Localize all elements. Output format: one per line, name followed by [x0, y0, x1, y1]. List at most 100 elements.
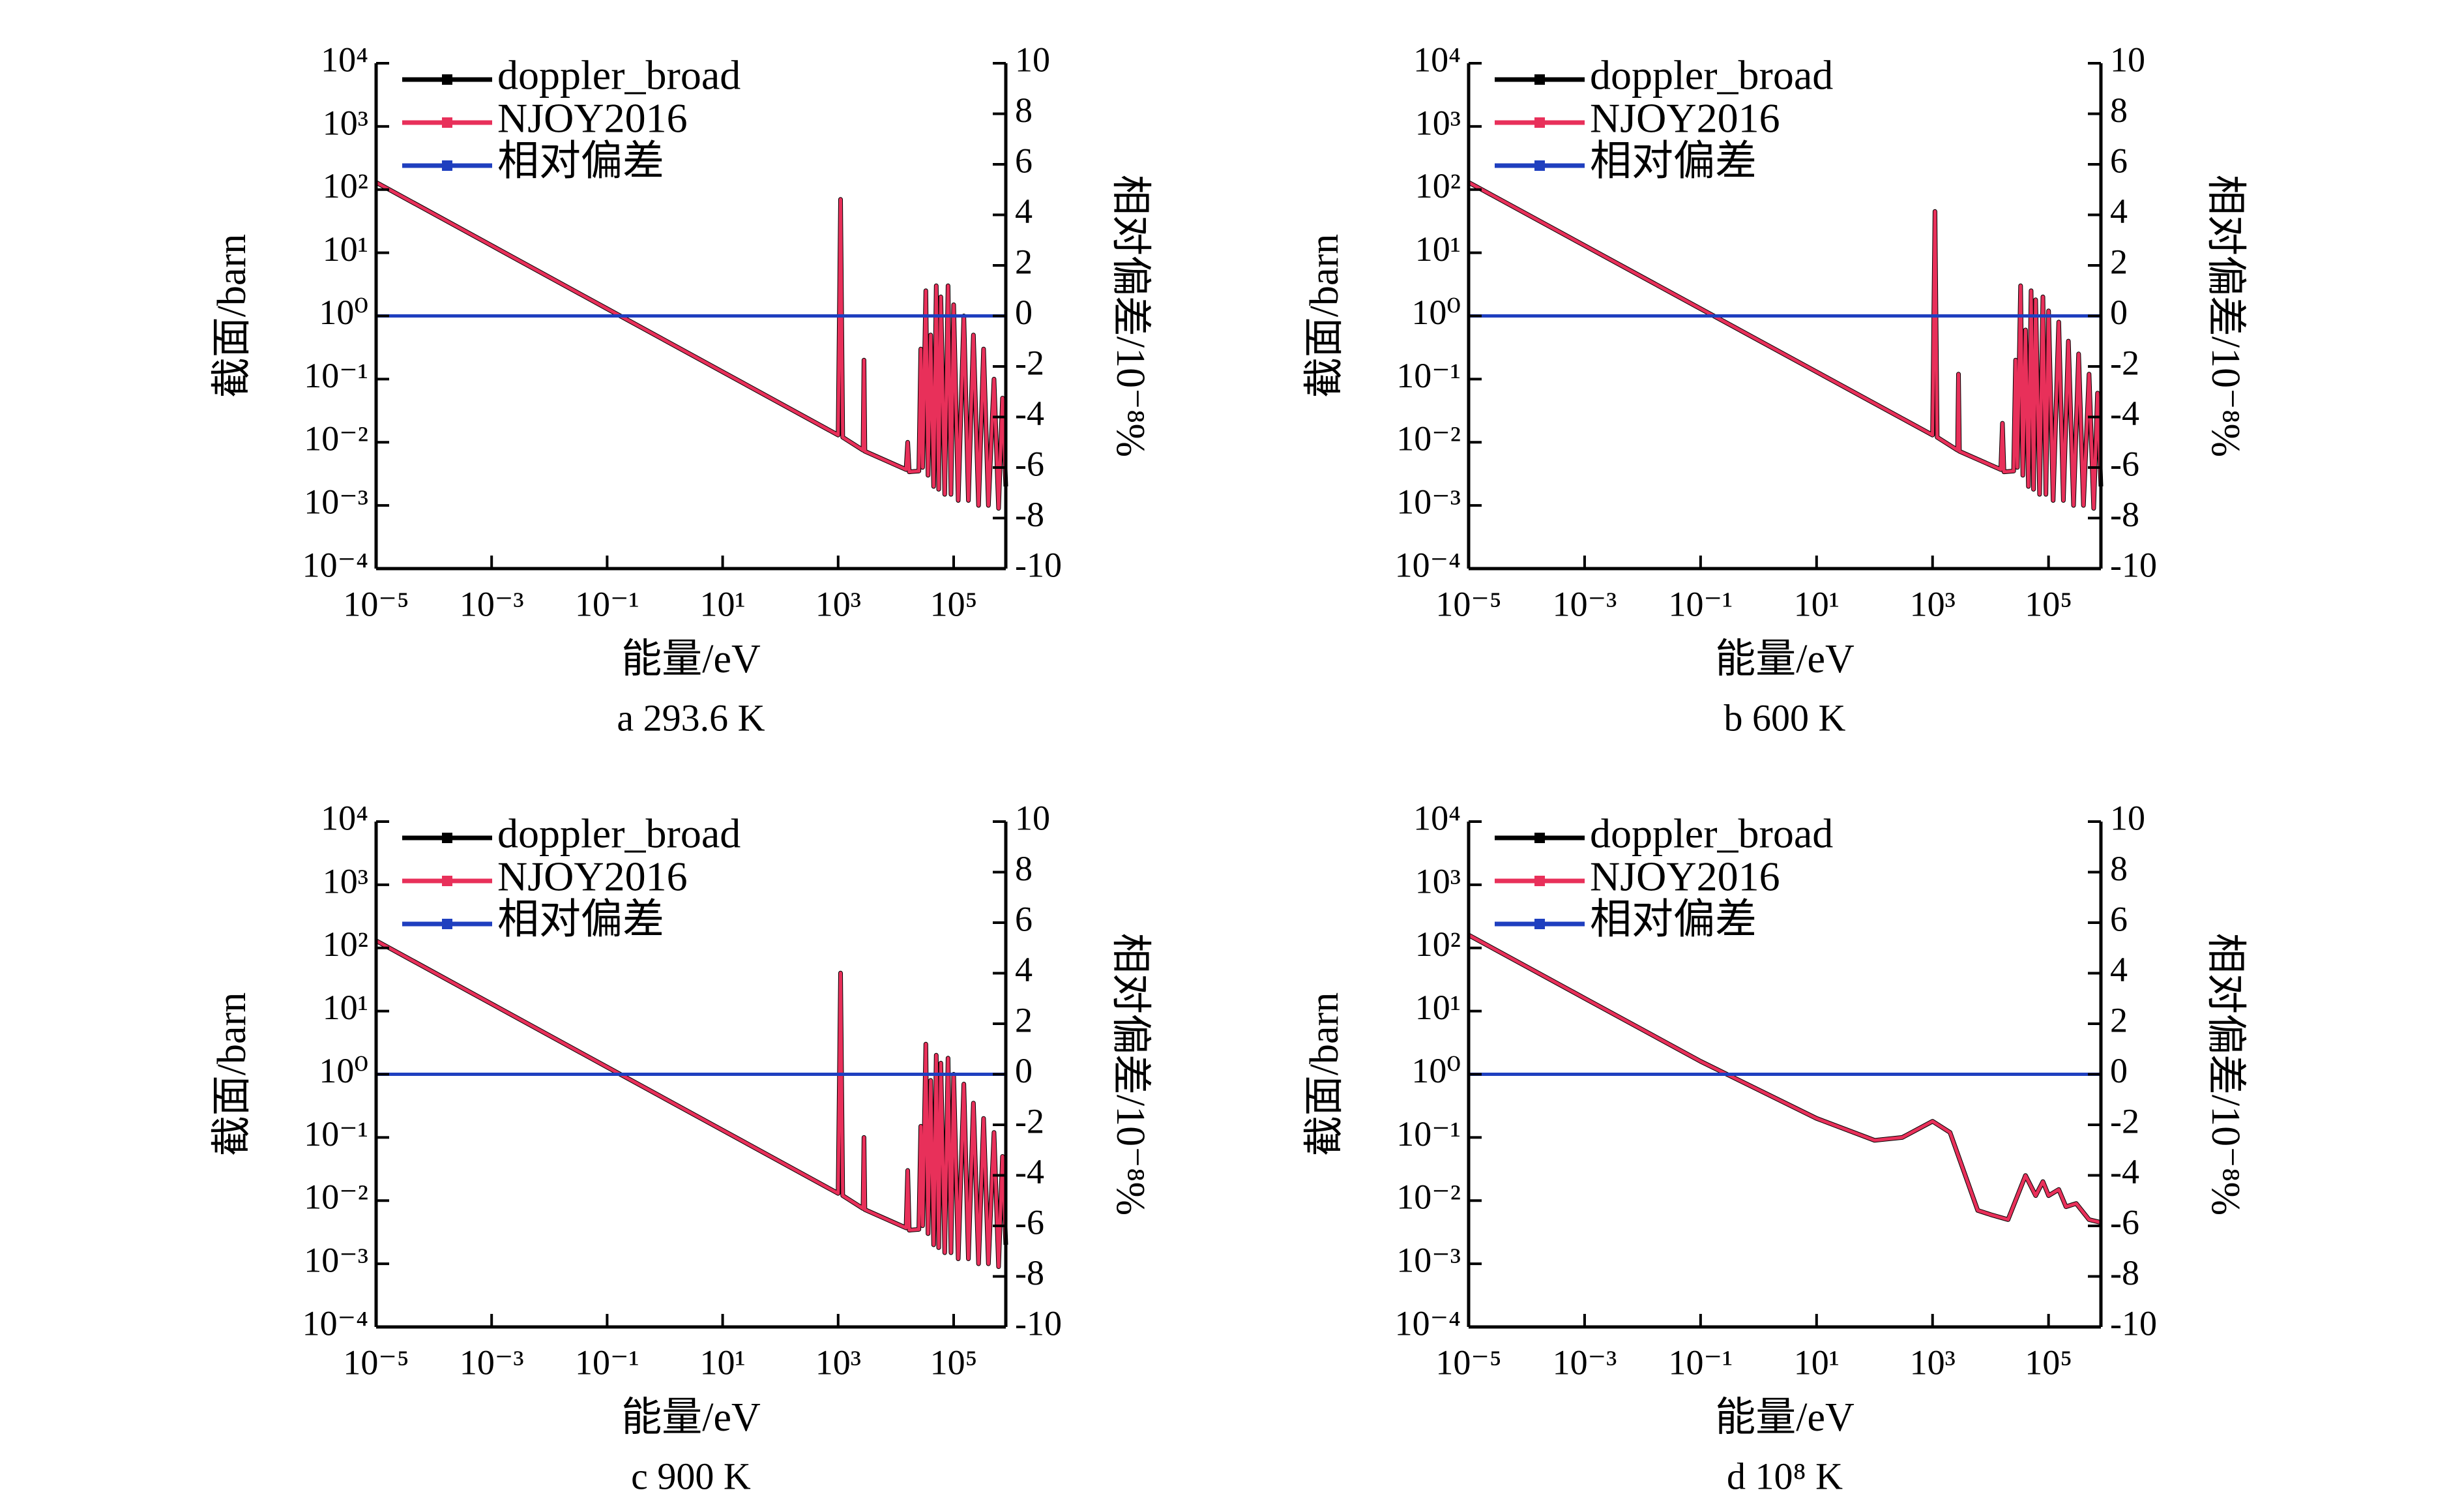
y2-tick-label: -2	[2110, 343, 2139, 382]
y-tick-label: 10⁻¹	[1396, 1114, 1461, 1153]
y2-tick-label: -10	[1015, 545, 1062, 584]
y2-tick-label: 6	[1015, 899, 1033, 938]
y2-tick-label: 0	[2110, 1051, 2128, 1090]
y2-tick-label: -2	[2110, 1101, 2139, 1140]
y-tick-label: 10⁻¹	[304, 1114, 368, 1153]
x-tick-label: 10⁵	[2025, 1343, 2072, 1382]
legend-marker	[1534, 160, 1545, 171]
y2-tick-label: 8	[2110, 849, 2128, 888]
legend-label: 相对偏差	[1590, 138, 1757, 185]
y2-tick-label: 10	[2110, 40, 2145, 79]
x-tick-label: 10⁻³	[1553, 584, 1617, 623]
y2-tick-label: 0	[1015, 1051, 1033, 1090]
x-tick-label: 10⁻⁵	[1435, 1343, 1501, 1382]
caption: b 600 K	[1724, 696, 1846, 739]
y2-tick-label: -10	[2110, 545, 2157, 584]
y2-tick-label: -8	[2110, 1253, 2139, 1292]
x-tick-label: 10¹	[699, 1343, 745, 1382]
legend-marker	[442, 876, 452, 886]
y2-tick-label: 0	[2110, 293, 2128, 332]
y-axis-label: 截面/barn	[1302, 234, 1347, 398]
y2-tick-label: 0	[1015, 293, 1033, 332]
y-tick-label: 10²	[323, 925, 368, 964]
y-tick-label: 10⁴	[1413, 40, 1461, 79]
x-tick-label: 10⁻¹	[1669, 1343, 1733, 1382]
y2-tick-label: -2	[1015, 1101, 1044, 1140]
legend-label: doppler_broad	[497, 811, 741, 857]
legend-label: 相对偏差	[497, 138, 664, 185]
x-tick-label: 10⁵	[930, 1343, 978, 1382]
subplot: 10⁻⁴ 10⁻³ 10⁻² 10⁻¹ 10⁰ 10¹ 10² 10³ 10⁴ 10⁻⁵ 10⁻³ 1…	[210, 798, 1152, 1497]
legend-marker	[442, 160, 452, 171]
y-tick-label: 10⁻²	[1396, 419, 1461, 458]
y-axis-label: 截面/barn	[210, 992, 254, 1156]
legend-label: NJOY2016	[1590, 854, 1780, 900]
y-tick-label: 10⁴	[1413, 798, 1461, 837]
y-tick-label: 10⁻³	[304, 483, 368, 522]
legend-label: 相对偏差	[1590, 897, 1757, 943]
y2-tick-label: -10	[1015, 1303, 1062, 1343]
x-tick-label: 10⁻³	[1553, 1343, 1617, 1382]
series-line	[375, 180, 1008, 511]
y2-tick-label: -8	[1015, 1253, 1044, 1292]
y-tick-label: 10¹	[323, 230, 368, 269]
x-tick-label: 10¹	[1794, 1343, 1840, 1382]
y2-tick-label: 8	[1015, 849, 1033, 888]
y-tick-label: 10⁻⁴	[302, 545, 368, 584]
x-tick-label: 10⁵	[930, 584, 978, 623]
y2-tick-label: -10	[2110, 1303, 2157, 1343]
y-tick-label: 10⁻²	[304, 1178, 368, 1217]
legend-marker	[1534, 919, 1545, 929]
y-tick-label: 10⁰	[1411, 293, 1461, 332]
y2-tick-label: 4	[2110, 950, 2128, 989]
y-tick-label: 10⁻⁴	[1395, 545, 1461, 584]
x-tick-label: 10⁻¹	[575, 584, 639, 623]
legend-label: doppler_broad	[497, 52, 741, 98]
caption: a 293.6 K	[617, 696, 765, 739]
series-line	[1467, 933, 2102, 1225]
x-tick-label: 10⁻⁵	[343, 584, 409, 623]
y2-tick-label: 4	[2110, 192, 2128, 231]
y2-tick-label: 2	[1015, 242, 1033, 281]
y2-tick-label: -4	[2110, 1152, 2139, 1191]
y2-tick-label: 6	[2110, 899, 2128, 938]
y-tick-label: 10³	[323, 861, 368, 900]
y2-tick-label: 4	[1015, 950, 1033, 989]
subplot: 10⁻⁴ 10⁻³ 10⁻² 10⁻¹ 10⁰ 10¹ 10² 10³ 10⁴ 10⁻⁵ 10⁻³ 1…	[210, 40, 1152, 739]
x-tick-label: 10¹	[699, 584, 745, 623]
x-tick-label: 10³	[1910, 584, 1956, 623]
y-axis-label: 截面/barn	[210, 234, 254, 398]
x-tick-label: 10⁵	[2025, 584, 2072, 623]
y2-tick-label: -6	[2110, 444, 2139, 483]
y2-tick-label: 6	[2110, 141, 2128, 180]
y-tick-label: 10¹	[323, 988, 368, 1027]
y-tick-label: 10²	[1415, 166, 1461, 205]
y2-tick-label: 4	[1015, 192, 1033, 231]
y-tick-label: 10²	[1415, 925, 1461, 964]
caption: c 900 K	[631, 1455, 751, 1497]
y-tick-label: 10⁻¹	[304, 356, 368, 395]
legend-label: doppler_broad	[1590, 811, 1833, 857]
y-tick-label: 10⁻²	[1396, 1178, 1461, 1217]
y-tick-label: 10⁻³	[1396, 1241, 1461, 1280]
y-tick-label: 10³	[323, 103, 368, 142]
y2-tick-label: 2	[2110, 242, 2128, 281]
y-axis-label: 截面/barn	[1302, 992, 1347, 1156]
x-tick-label: 10⁻¹	[1669, 584, 1733, 623]
y2-tick-label: -8	[2110, 495, 2139, 534]
y2-tick-label: 10	[1015, 40, 1050, 79]
legend-marker	[1534, 876, 1545, 886]
y2-axis-label: 相对偏差/10⁻⁸%	[1108, 175, 1152, 457]
y2-tick-label: -4	[1015, 394, 1044, 433]
y-tick-label: 10⁻⁴	[1395, 1303, 1461, 1343]
y-tick-label: 10⁴	[321, 798, 368, 837]
legend-label: 相对偏差	[497, 897, 664, 943]
y-tick-label: 10⁴	[321, 40, 368, 79]
x-tick-label: 10¹	[1794, 584, 1840, 623]
y-tick-label: 10⁰	[319, 293, 368, 332]
legend-label: NJOY2016	[1590, 95, 1780, 141]
x-tick-label: 10⁻⁵	[343, 1343, 409, 1382]
subplot: 10⁻⁴ 10⁻³ 10⁻² 10⁻¹ 10⁰ 10¹ 10² 10³ 10⁴ 10⁻⁵ 10⁻³ 1…	[1302, 40, 2248, 739]
y2-axis-label: 相对偏差/10⁻⁸%	[2203, 933, 2248, 1215]
